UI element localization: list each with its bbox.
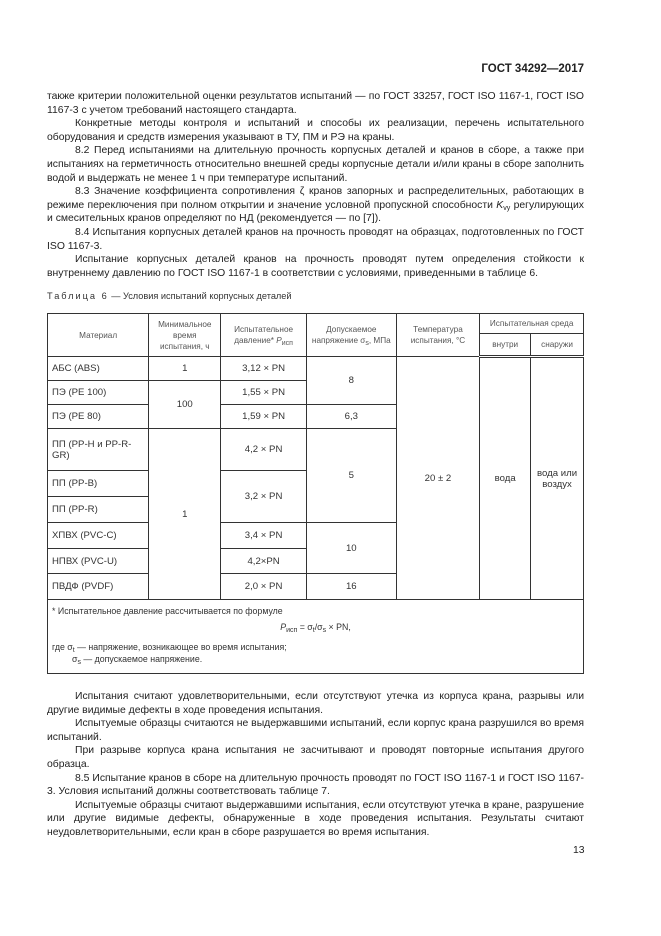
table-footnote-row: * Испытательное давление рассчитывается … bbox=[47, 599, 584, 674]
text: × PN, bbox=[326, 622, 351, 632]
cell-time: 1 bbox=[148, 356, 222, 381]
footnote-intro: * Испытательное давление рассчитывается … bbox=[52, 606, 283, 616]
symbol: P bbox=[280, 622, 287, 632]
header-outside: снаружи bbox=[530, 333, 584, 358]
cell-stress: 6,3 bbox=[305, 404, 397, 429]
paragraph: Испытания считают удовлетворительными, е… bbox=[47, 691, 584, 716]
paragraph-8-4: 8.4 Испытания корпусных деталей кранов н… bbox=[47, 226, 584, 252]
text: /σ bbox=[314, 622, 323, 632]
subscript: s bbox=[365, 340, 369, 347]
subscript: s bbox=[77, 659, 81, 666]
paragraph: Испытуемые образцы считаются не выдержав… bbox=[47, 718, 584, 743]
standard-header: ГОСТ 34292—2017 bbox=[481, 63, 584, 75]
header-medium: Испытательная среда bbox=[479, 313, 584, 334]
cell-material: НПВХ (PVC-U) bbox=[46, 548, 150, 574]
header-material: Материал bbox=[46, 313, 150, 357]
cell-material: ПЭ (PE 80) bbox=[46, 404, 150, 429]
paragraph: также критерии положительной оценки резу… bbox=[47, 91, 584, 116]
paragraph: Конкретные методы контроля и испытаний и… bbox=[47, 118, 584, 143]
paragraph: Испытание корпусных деталей кранов на пр… bbox=[47, 254, 584, 279]
text: регулирующих и смесительных кранов опред… bbox=[47, 199, 584, 225]
cell-material: ПП (PP-B) bbox=[46, 470, 150, 497]
text: — напряжение, возникающее во время испыт… bbox=[74, 642, 287, 652]
table-row: НПВХ (PVC-U) 4,2×PN bbox=[46, 548, 584, 574]
text: = σ bbox=[297, 622, 313, 632]
paragraph-8-3: 8.3 Значение коэффициента сопротивления … bbox=[47, 185, 584, 226]
page-number: 13 bbox=[573, 845, 585, 856]
table-label: Таблица 6 bbox=[47, 291, 109, 301]
text: 8.3 Значение коэффициента сопротивления … bbox=[47, 186, 584, 211]
table-caption: Таблица 6 — Условия испытаний корпусных … bbox=[47, 291, 292, 301]
cell-material: ПП (PP-R) bbox=[46, 496, 150, 523]
cell-material: ПП (PP-H и PP-R-GR) bbox=[46, 428, 150, 471]
symbol: P bbox=[276, 336, 282, 345]
cell-pressure: 1,55 × PN bbox=[220, 380, 307, 405]
table-row: ПЭ (PE 80) 1,59 × PN 6,3 bbox=[46, 404, 584, 429]
subscript: исп bbox=[281, 340, 293, 347]
table-row: ХПВХ (PVC-C) 3,4 × PN 10 bbox=[46, 522, 584, 574]
footnote-where-1: где σt — напряжение, возникающее во врем… bbox=[52, 641, 579, 654]
text: Допускаемое напряжение σ bbox=[311, 325, 377, 345]
cell-temp: 20 ± 2 bbox=[395, 356, 481, 600]
cell-material: ХПВХ (PVC-C) bbox=[46, 522, 150, 549]
header-stress: Допускаемое напряжение σs, МПа bbox=[305, 313, 397, 357]
cell-material: АБС (ABS) bbox=[46, 356, 150, 381]
test-conditions-table: Материал Минимальное время испытания, ч … bbox=[46, 313, 584, 674]
cell-pressure: 3,4 × PN bbox=[220, 522, 307, 549]
footnote-where-2: σs — допускаемое напряжение. bbox=[52, 653, 579, 666]
table-row: АБС (ABS) 1 3,12 × PN 8 20 ± 2 вода вода… bbox=[46, 356, 584, 600]
formula: Pисп = σt/σs × PN, bbox=[52, 621, 579, 634]
cell-pressure: 3,2 × PN bbox=[220, 470, 307, 523]
cell-stress: 5 bbox=[305, 428, 397, 523]
cell-inside: вода bbox=[479, 356, 532, 600]
paragraph-8-5: 8.5 Испытание кранов в сборе на длительн… bbox=[47, 772, 584, 798]
header-pressure: Испытательное давление* Pисп bbox=[220, 313, 307, 357]
cell-pressure: 4,2 × PN bbox=[220, 428, 307, 471]
subscript: исп bbox=[286, 627, 298, 634]
kvy-symbol: K bbox=[496, 199, 504, 211]
subscript: vy bbox=[503, 204, 511, 212]
table-row: ПВДФ (PVDF) 2,0 × PN 16 bbox=[46, 573, 584, 600]
header-inside: внутри bbox=[479, 333, 532, 358]
paragraph-8-2: 8.2 Перед испытаниями на длительную проч… bbox=[47, 145, 584, 184]
cell-time: 100 bbox=[148, 380, 222, 429]
table-row: ПП (PP-B) 3,2 × PN bbox=[46, 470, 584, 523]
header-temp: Температура испытания, °С bbox=[395, 313, 481, 357]
subscript: s bbox=[322, 627, 327, 634]
cell-pressure: 3,12 × PN bbox=[220, 356, 307, 381]
cell-stress: 16 bbox=[305, 573, 397, 600]
cell-stress: 8 bbox=[305, 356, 397, 405]
text: где σ bbox=[52, 642, 73, 652]
text: σ bbox=[72, 654, 78, 664]
paragraph: При разрыве корпуса крана испытания не з… bbox=[47, 745, 584, 770]
cell-pressure: 1,59 × PN bbox=[220, 404, 307, 429]
text: — допускаемое напряжение. bbox=[80, 654, 203, 664]
cell-material: ПЭ (PE 100) bbox=[46, 380, 150, 405]
cell-pressure: 4,2×PN bbox=[220, 548, 307, 574]
paragraph: Испытуемые образцы считают выдержавшими … bbox=[47, 799, 584, 838]
cell-outside: вода или воздух bbox=[530, 356, 584, 600]
subscript: t bbox=[72, 647, 75, 654]
text: , МПа bbox=[368, 336, 391, 345]
table-title: — Условия испытаний корпусных деталей bbox=[108, 291, 292, 301]
header-time: Минимальное время испытания, ч bbox=[148, 313, 222, 357]
bottom-text: Испытания считают удовлетворительными, е… bbox=[47, 690, 584, 840]
cell-time: 1 bbox=[148, 428, 222, 600]
cell-pressure: 2,0 × PN bbox=[220, 573, 307, 600]
cell-stress: 10 bbox=[305, 522, 397, 574]
table-row: ПЭ (PE 100) 100 1,55 × PN bbox=[46, 380, 584, 429]
subscript: t bbox=[312, 627, 315, 634]
cell-material: ПВДФ (PVDF) bbox=[46, 573, 150, 600]
table-footnote: * Испытательное давление рассчитывается … bbox=[47, 599, 584, 674]
top-text: также критерии положительной оценки резу… bbox=[47, 90, 584, 280]
text: Испытательное давление* bbox=[234, 325, 294, 345]
